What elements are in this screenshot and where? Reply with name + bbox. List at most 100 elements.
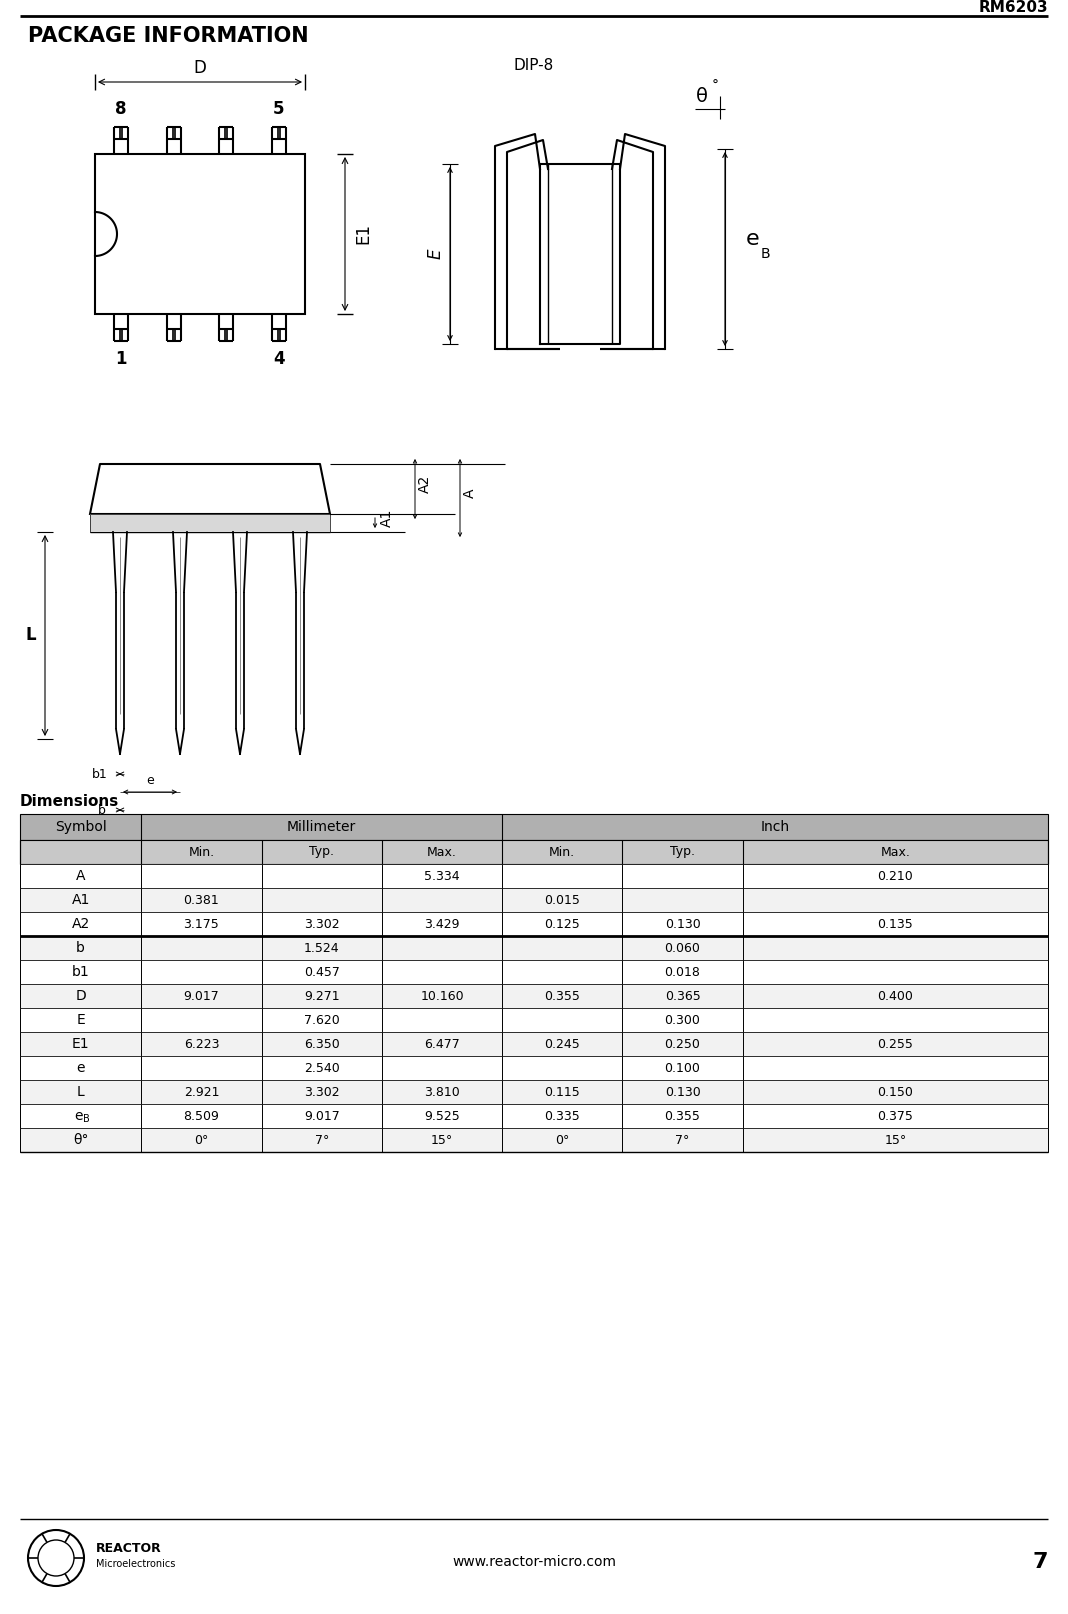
Text: E: E — [427, 249, 445, 260]
Bar — [90, 513, 330, 533]
Text: θ°: θ° — [73, 1133, 89, 1148]
Bar — [20, 1128, 1048, 1152]
Text: 0.381: 0.381 — [184, 894, 219, 907]
Text: e: e — [747, 229, 759, 249]
Text: L: L — [26, 626, 36, 644]
Text: Microelectronics: Microelectronics — [96, 1559, 175, 1569]
Text: 1.524: 1.524 — [304, 941, 340, 954]
Text: 0.250: 0.250 — [664, 1038, 701, 1051]
Text: 1: 1 — [115, 350, 127, 368]
Text: 10.160: 10.160 — [420, 989, 464, 1002]
Bar — [20, 960, 1048, 985]
Bar — [20, 888, 1048, 912]
Text: 0.060: 0.060 — [664, 941, 701, 954]
Text: b1: b1 — [92, 768, 108, 781]
Text: 0.115: 0.115 — [545, 1086, 580, 1099]
Text: °: ° — [711, 79, 719, 94]
Text: 3.302: 3.302 — [304, 1086, 340, 1099]
Text: 0.150: 0.150 — [878, 1086, 913, 1099]
Bar — [20, 813, 1048, 839]
Text: 0.400: 0.400 — [878, 989, 913, 1002]
Text: 3.175: 3.175 — [184, 917, 219, 931]
Text: 0.015: 0.015 — [545, 894, 580, 907]
Text: Max.: Max. — [880, 846, 910, 859]
Bar — [20, 985, 1048, 1009]
Text: 7: 7 — [1033, 1553, 1048, 1572]
Text: 3.302: 3.302 — [304, 917, 340, 931]
Text: RM6203: RM6203 — [978, 0, 1048, 15]
Text: 2.540: 2.540 — [303, 1062, 340, 1075]
Text: 0.335: 0.335 — [545, 1109, 580, 1122]
Text: E1: E1 — [354, 223, 372, 244]
Text: 0.130: 0.130 — [664, 917, 701, 931]
Text: 0.135: 0.135 — [878, 917, 913, 931]
Text: B: B — [83, 1114, 90, 1123]
Text: DIP-8: DIP-8 — [514, 58, 554, 74]
Text: L: L — [77, 1085, 84, 1099]
Text: 0.100: 0.100 — [664, 1062, 701, 1075]
Text: 8.509: 8.509 — [184, 1109, 219, 1122]
Text: 2.921: 2.921 — [184, 1086, 219, 1099]
Bar — [20, 863, 1048, 888]
Text: A2: A2 — [418, 475, 431, 494]
Text: θ: θ — [696, 87, 708, 105]
Text: Dimensions: Dimensions — [20, 794, 120, 809]
Text: A2: A2 — [72, 917, 90, 931]
Text: 0°: 0° — [555, 1133, 569, 1146]
Text: B: B — [760, 247, 770, 261]
Text: 0.245: 0.245 — [545, 1038, 580, 1051]
Text: 0°: 0° — [194, 1133, 208, 1146]
Text: 15°: 15° — [884, 1133, 907, 1146]
Text: 3.429: 3.429 — [424, 917, 459, 931]
Text: 0.130: 0.130 — [664, 1086, 701, 1099]
Text: Typ.: Typ. — [670, 846, 695, 859]
Bar — [20, 1056, 1048, 1080]
Text: 15°: 15° — [430, 1133, 453, 1146]
Text: Millimeter: Millimeter — [287, 820, 357, 834]
Text: A1: A1 — [380, 508, 394, 528]
Text: 0.355: 0.355 — [545, 989, 580, 1002]
Text: A: A — [76, 868, 85, 883]
Text: 9.271: 9.271 — [304, 989, 340, 1002]
Text: D: D — [193, 60, 206, 77]
Text: 4: 4 — [273, 350, 284, 368]
Text: 7°: 7° — [315, 1133, 329, 1146]
Bar — [90, 513, 330, 533]
Text: 0.018: 0.018 — [664, 965, 701, 978]
Text: 0.365: 0.365 — [664, 989, 701, 1002]
Text: 5: 5 — [273, 100, 284, 118]
Text: 0.355: 0.355 — [664, 1109, 701, 1122]
Text: b: b — [98, 804, 106, 817]
Text: 7°: 7° — [675, 1133, 690, 1146]
Text: b: b — [76, 941, 85, 955]
Text: e: e — [75, 1109, 83, 1123]
Bar — [20, 1009, 1048, 1031]
Text: Min.: Min. — [188, 846, 215, 859]
Text: PACKAGE INFORMATION: PACKAGE INFORMATION — [28, 26, 309, 47]
Bar — [20, 839, 1048, 863]
Bar — [20, 1031, 1048, 1056]
Bar — [20, 936, 1048, 960]
Text: A1: A1 — [72, 893, 90, 907]
Text: 8: 8 — [115, 100, 127, 118]
Text: 3.810: 3.810 — [424, 1086, 460, 1099]
Text: e: e — [146, 773, 154, 786]
Text: 0.300: 0.300 — [664, 1014, 701, 1027]
Text: 0.375: 0.375 — [878, 1109, 913, 1122]
Bar — [95, 153, 305, 315]
Text: 0.457: 0.457 — [303, 965, 340, 978]
Text: E: E — [76, 1014, 85, 1027]
Text: 6.223: 6.223 — [184, 1038, 219, 1051]
Text: 6.350: 6.350 — [303, 1038, 340, 1051]
Text: REACTOR: REACTOR — [96, 1541, 161, 1554]
Text: 7.620: 7.620 — [303, 1014, 340, 1027]
Text: 5.334: 5.334 — [424, 870, 460, 883]
Bar — [20, 912, 1048, 936]
Text: Inch: Inch — [760, 820, 789, 834]
Text: 6.477: 6.477 — [424, 1038, 460, 1051]
Text: A: A — [464, 489, 477, 497]
Text: 0.255: 0.255 — [878, 1038, 913, 1051]
Text: 9.525: 9.525 — [424, 1109, 460, 1122]
Text: 9.017: 9.017 — [184, 989, 219, 1002]
Text: Min.: Min. — [549, 846, 576, 859]
